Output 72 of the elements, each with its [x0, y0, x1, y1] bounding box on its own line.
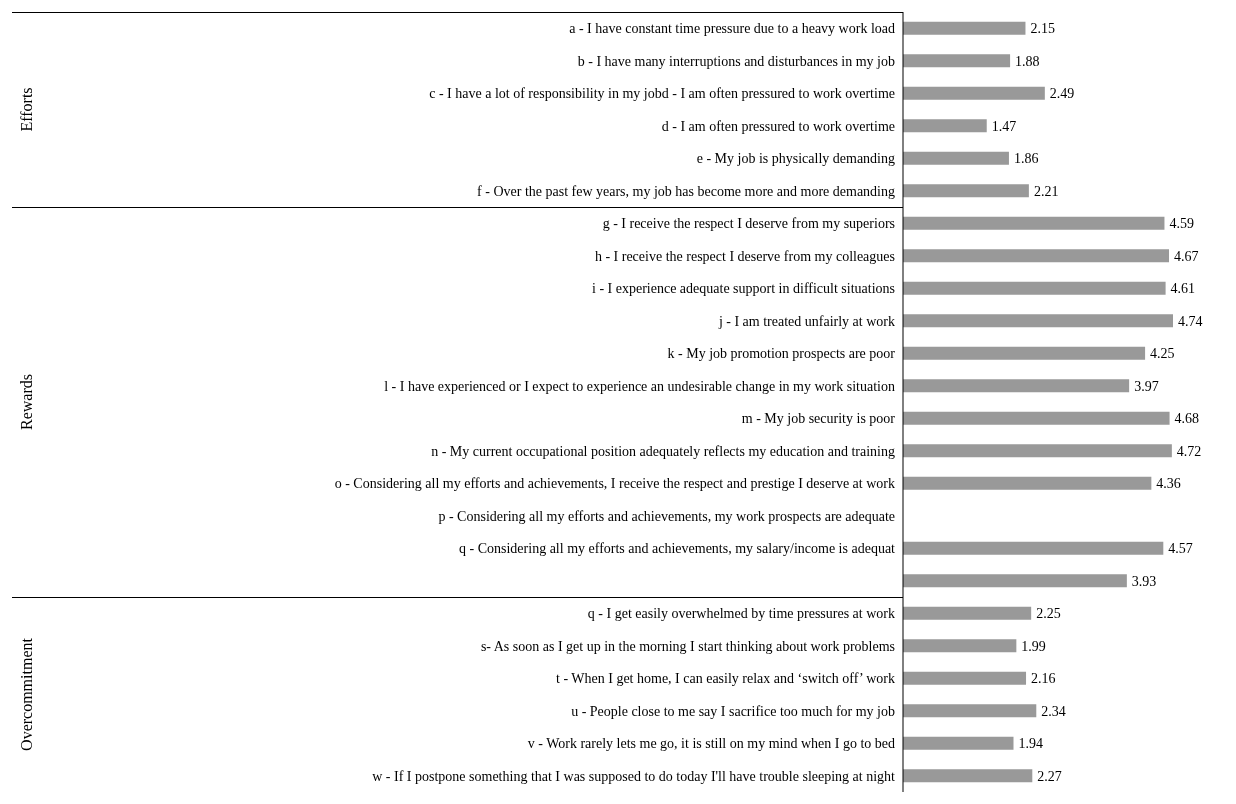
data-label: 1.94	[1018, 736, 1044, 752]
data-label: 4.36	[1156, 476, 1181, 492]
bar	[903, 606, 1032, 620]
data-label: 4.74	[1178, 313, 1203, 329]
bar	[903, 249, 1170, 263]
y-tick-label: g - I receive the respect I deserve from my superiors	[602, 216, 895, 232]
data-label: 2.49	[1049, 86, 1075, 102]
bar	[903, 86, 1045, 100]
y-tick-label: n - My current occupational position adequately reflects my education and training	[431, 443, 895, 459]
y-tick-label: j - I am treated unfairly at work	[717, 313, 895, 329]
y-tick-label: h - I receive the respect I deserve from my colleagues	[594, 248, 895, 264]
data-label: 2.34	[1041, 703, 1066, 719]
data-label: 4.59	[1169, 216, 1194, 232]
data-label: 1.86	[1013, 151, 1039, 167]
y-axis-title: Efforts	[17, 87, 35, 132]
y-tick-label: q - I get easily overwhelmed by time pressures at work	[587, 606, 895, 622]
y-tick-label: q - Considering all my efforts and achievements, my salary/income is adequat	[459, 541, 896, 557]
y-tick-label: o - Considering all my efforts and achievements, I receive the respect and prestige I deserve at work	[334, 476, 895, 492]
bar	[903, 704, 1037, 718]
y-tick-label: d - I am often pressured to work overtime	[661, 118, 895, 134]
data-label: 4.57	[1168, 541, 1193, 557]
data-label: 4.72	[1176, 443, 1202, 459]
bar	[903, 476, 1152, 490]
bar	[903, 541, 1164, 555]
y-tick-label: t - When I get home, I can easily relax and ‘switch off’ work	[556, 671, 895, 687]
y-tick-label: b - I have many interruptions and disturbances in my job	[577, 53, 895, 69]
data-label: 3.93	[1131, 573, 1157, 589]
bar	[903, 574, 1127, 588]
y-tick-label: k - My job promotion prospects are poor	[667, 346, 896, 362]
y-tick-label: p - Considering all my efforts and achievements, my work prospects are adequate	[438, 508, 895, 524]
y-tick-label: v - Work rarely lets me go, it is still on my mind when I go to bed	[527, 736, 895, 752]
data-label: 1.47	[991, 118, 1017, 134]
data-label: 1.99	[1021, 638, 1046, 654]
y-tick-label: f - Over the past few years, my job has become more and more demanding	[477, 183, 895, 199]
data-label: 2.21	[1033, 183, 1059, 199]
y-tick-label: u - People close to me say I sacrifice too much for my job	[571, 703, 895, 719]
data-label: 2.27	[1037, 768, 1062, 784]
bar	[903, 151, 1009, 165]
y-axis-title: Rewards	[17, 374, 35, 430]
data-label: 1.88	[1015, 53, 1040, 69]
bar	[903, 736, 1014, 750]
bar	[903, 671, 1027, 685]
bar	[903, 639, 1017, 653]
bar	[903, 216, 1165, 230]
y-tick-label: s- As soon as I get up in the morning I start thinking about work problems	[480, 638, 895, 654]
data-label: 4.67	[1174, 248, 1199, 264]
y-tick-label: i - I experience adequate support in difficult situations	[592, 281, 895, 297]
bar	[903, 21, 1026, 35]
bar	[903, 444, 1172, 458]
data-label: 2.16	[1031, 671, 1056, 687]
bar	[903, 314, 1173, 328]
data-label: 4.61	[1170, 281, 1196, 297]
bar	[903, 411, 1170, 425]
data-label: 4.25	[1150, 346, 1175, 362]
bar	[903, 346, 1146, 360]
data-label: 4.68	[1174, 411, 1200, 427]
y-tick-label: w - If I postpone something that I was supposed to do today I'll have trouble sleeping at night	[372, 768, 896, 784]
bar	[903, 184, 1029, 198]
y-axis-title: Overcommitment	[17, 637, 35, 751]
bar	[903, 379, 1130, 393]
y-tick-label: l - I have experienced or I expect to experience an undesirable change in my work situation	[384, 378, 895, 394]
bar	[903, 119, 987, 133]
bar	[903, 281, 1166, 295]
data-label: 2.15	[1030, 21, 1055, 37]
bar	[903, 54, 1011, 68]
bar	[903, 769, 1033, 783]
data-label: 2.25	[1036, 606, 1061, 622]
y-tick-label: e - My job is physically demanding	[696, 151, 895, 167]
y-tick-label: a - I have constant time pressure due to a heavy work load	[569, 21, 895, 37]
y-tick-label: m - My job security is poor	[741, 411, 896, 427]
y-tick-label: c - I have a lot of responsibility in my jobd - I am often pressured to work overtime	[429, 86, 895, 102]
data-label: 3.97	[1134, 378, 1159, 394]
